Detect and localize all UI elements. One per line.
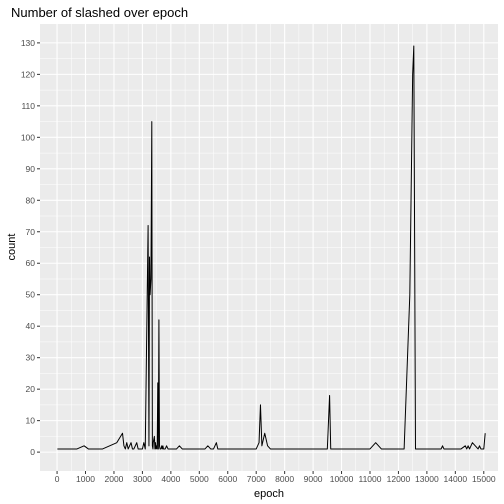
series-line-0	[57, 45, 486, 450]
y-tick-label: 30	[26, 353, 36, 363]
y-tick-label: 60	[26, 258, 36, 268]
x-tick-label: 5000	[190, 474, 209, 484]
x-tick-label: 1000	[76, 474, 95, 484]
y-tick-label: 130	[21, 38, 35, 48]
y-axis-title: count	[6, 234, 18, 261]
minor-gridlines	[40, 24, 498, 471]
x-tick-label: 2000	[105, 474, 124, 484]
x-tick-label: 10000	[330, 474, 354, 484]
x-tick-label: 14000	[444, 474, 468, 484]
y-tick-label: 120	[21, 69, 35, 79]
y-tick-label: 20	[26, 384, 36, 394]
series-layer	[57, 45, 486, 450]
x-tick-label: 7000	[247, 474, 266, 484]
y-tick-label: 40	[26, 321, 36, 331]
x-tick-label: 0	[55, 474, 60, 484]
x-axis-title: epoch	[254, 488, 284, 500]
y-tick-label: 50	[26, 290, 36, 300]
chart-title: Number of slashed over epoch	[11, 5, 188, 20]
x-tick-label: 12000	[387, 474, 411, 484]
y-tick-label: 0	[30, 447, 35, 457]
x-tick-label: 11000	[358, 474, 381, 484]
x-tick-label: 15000	[472, 474, 496, 484]
y-tick-label: 10	[26, 416, 36, 426]
y-tick-label: 90	[26, 164, 36, 174]
x-tick-label: 3000	[133, 474, 152, 484]
y-axis-ticks: 0 10 20 30 40 50 60 70 80 90 100 110 120 130	[21, 38, 40, 457]
x-tick-label: 9000	[304, 474, 323, 484]
y-tick-label: 80	[26, 195, 36, 205]
x-tick-label: 8000	[275, 474, 294, 484]
x-axis-ticks: 0 1000 2000 3000 4000 5000 6000 7000 8000 9000 100…	[55, 471, 496, 484]
y-tick-label: 110	[21, 101, 35, 111]
x-tick-label: 6000	[218, 474, 237, 484]
y-tick-label: 100	[21, 132, 35, 142]
major-gridlines	[40, 24, 498, 471]
y-tick-label: 70	[26, 227, 36, 237]
x-tick-label: 4000	[161, 474, 180, 484]
x-tick-label: 13000	[415, 474, 439, 484]
